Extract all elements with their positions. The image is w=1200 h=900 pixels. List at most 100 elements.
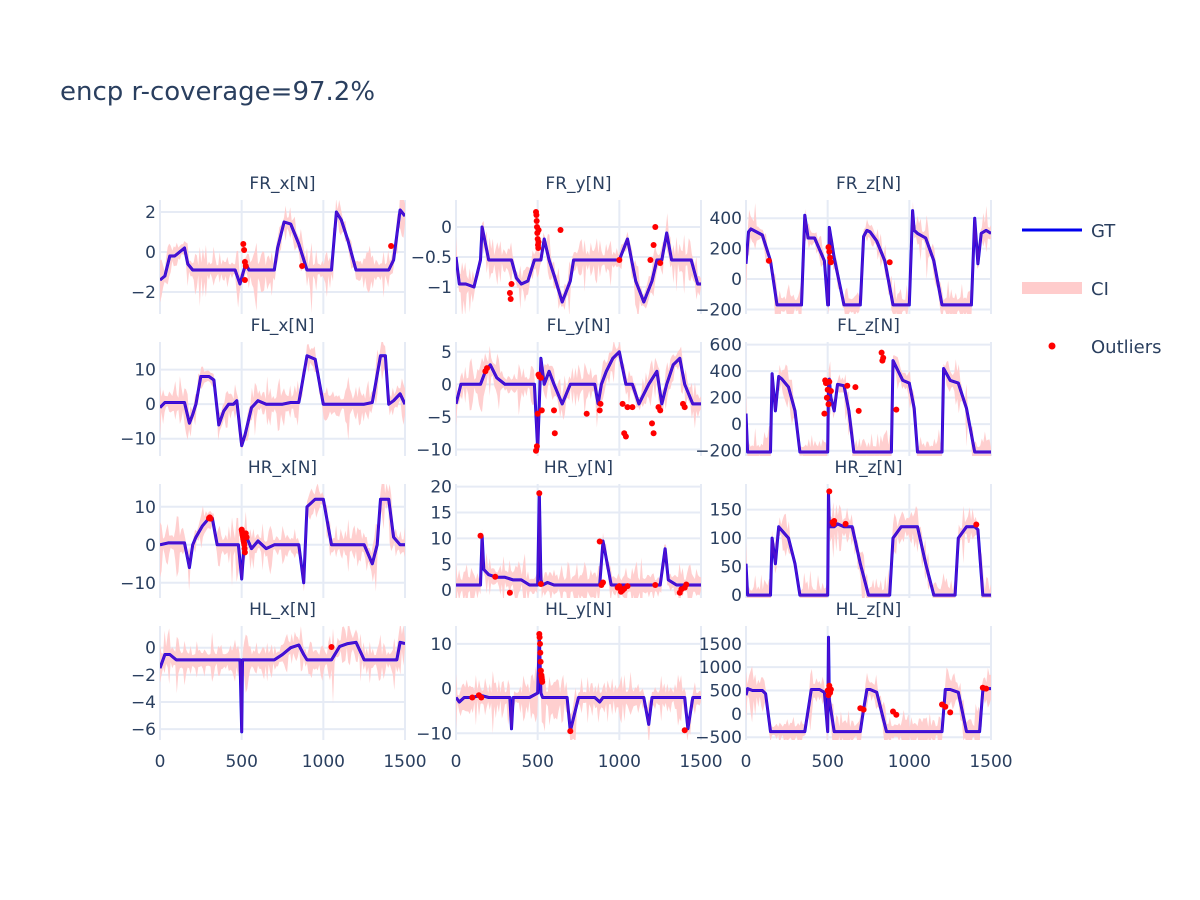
outlier-point bbox=[765, 257, 772, 264]
outlier-point bbox=[507, 296, 514, 302]
outlier-point bbox=[893, 711, 900, 718]
prediction-line bbox=[746, 636, 991, 733]
y-tick-label: 150 bbox=[710, 501, 742, 521]
subplot-fr-z-n: FR_z[N] 400 200 0 −200 bbox=[695, 174, 992, 320]
y-tick-label: 0 bbox=[145, 536, 156, 556]
y-tick-label: −5 bbox=[427, 408, 452, 428]
outlier-point bbox=[506, 589, 513, 596]
plot-area bbox=[746, 349, 991, 456]
outlier-point bbox=[583, 410, 590, 417]
y-tick-label: 10 bbox=[134, 361, 156, 381]
outlier-point bbox=[557, 227, 564, 233]
outlier-point bbox=[826, 248, 833, 255]
outlier-point bbox=[537, 649, 544, 656]
plot-area bbox=[746, 488, 991, 598]
outlier-point bbox=[484, 365, 490, 372]
y-tick-label: 10 bbox=[134, 498, 156, 518]
y-tick-label: −10 bbox=[120, 574, 156, 594]
prediction-line bbox=[456, 350, 701, 451]
outlier-point bbox=[506, 290, 513, 296]
prediction-line bbox=[160, 208, 405, 286]
legend-item-gt[interactable]: GT bbox=[1022, 221, 1116, 242]
outlier-point bbox=[831, 518, 838, 524]
outlier-point bbox=[328, 644, 335, 650]
plot-area bbox=[746, 635, 991, 740]
plot-area bbox=[456, 342, 701, 454]
y-tick-label: −0.5 bbox=[411, 248, 452, 268]
y-tick-label: 5 bbox=[441, 555, 452, 575]
y-tick-label: 50 bbox=[720, 558, 742, 578]
outlier-point bbox=[826, 378, 833, 385]
prediction-line bbox=[160, 641, 405, 734]
outlier-point bbox=[596, 538, 603, 545]
outlier-point bbox=[827, 254, 834, 261]
subplot-title: HL_y[N] bbox=[545, 600, 612, 620]
outlier-point bbox=[240, 241, 247, 247]
outlier-point bbox=[551, 407, 557, 414]
subplot-title: FL_y[N] bbox=[547, 316, 611, 336]
subplot-title: HL_x[N] bbox=[249, 600, 316, 620]
prediction-line bbox=[160, 354, 405, 447]
outlier-point bbox=[657, 260, 664, 266]
outlier-point bbox=[852, 384, 859, 391]
y-tick-label: 0 bbox=[145, 639, 156, 659]
y-tick-label: 15 bbox=[430, 504, 452, 524]
plot-area bbox=[456, 490, 701, 598]
legend-item-ci[interactable]: CI bbox=[1022, 279, 1109, 300]
figure-title: encp r-coverage=97.2% bbox=[60, 77, 375, 107]
ci-band bbox=[160, 626, 405, 718]
legend-marker-swatch bbox=[1048, 342, 1056, 350]
outlier-point bbox=[821, 410, 828, 417]
outlier-point bbox=[241, 247, 248, 253]
subplot-fl-x-n: FL_x[N] 10 0 −10 bbox=[120, 316, 406, 456]
outlier-point bbox=[826, 488, 833, 495]
y-tick-label: −1 bbox=[427, 278, 452, 298]
prediction-line bbox=[456, 633, 701, 733]
y-tick-label: −2 bbox=[131, 666, 156, 686]
y-tick-label: 0 bbox=[441, 680, 452, 700]
subplot-fl-y-n: FL_y[N] 5 0 −5 −10 bbox=[416, 316, 702, 460]
y-tick-label: −10 bbox=[416, 440, 452, 460]
outlier-point bbox=[477, 532, 484, 539]
outlier-point bbox=[878, 349, 885, 356]
x-tick-label: 500 bbox=[225, 752, 257, 772]
outlier-point bbox=[827, 686, 834, 693]
outlier-point bbox=[537, 640, 543, 647]
x-tick-label: 500 bbox=[811, 752, 843, 772]
y-tick-label: −10 bbox=[416, 724, 452, 744]
x-tick-label: 1000 bbox=[888, 752, 931, 772]
x-tick-label: 500 bbox=[521, 752, 553, 772]
outlier-point bbox=[681, 404, 688, 411]
plot-area bbox=[456, 631, 701, 740]
legend-item-outliers[interactable]: Outliers bbox=[1048, 337, 1162, 358]
x-tick-label: 0 bbox=[451, 752, 462, 772]
subplot-hr-x-n: HR_x[N] 10 0 −10 bbox=[120, 458, 406, 598]
plot-area bbox=[160, 484, 405, 592]
y-tick-label: −200 bbox=[695, 442, 742, 462]
y-tick-label: −500 bbox=[695, 728, 742, 748]
subplots-grid: FR_x[N]20−2FR_y[N]0−0.5−1FR_z[N]4002000−… bbox=[120, 174, 1013, 772]
outlier-point bbox=[657, 407, 664, 414]
outlier-point bbox=[973, 521, 980, 528]
y-tick-label: 1500 bbox=[699, 635, 742, 655]
outlier-point bbox=[616, 257, 623, 263]
subplot-title: FR_z[N] bbox=[836, 174, 901, 194]
subplot-title: HR_y[N] bbox=[544, 458, 613, 478]
outlier-point bbox=[650, 430, 657, 437]
outlier-point bbox=[649, 420, 655, 427]
y-tick-label: 0 bbox=[731, 270, 742, 290]
outlier-point bbox=[241, 549, 248, 556]
ci-band bbox=[160, 484, 405, 592]
outlier-point bbox=[534, 410, 541, 417]
outlier-point bbox=[825, 244, 832, 251]
prediction-line bbox=[746, 491, 991, 597]
subplot-hl-z-n: HL_z[N] 1500 1000 500 0 −500 0 500 1000 1500 bbox=[695, 600, 1012, 772]
outlier-point bbox=[551, 430, 558, 437]
outlier-point bbox=[539, 678, 546, 685]
outlier-point bbox=[622, 433, 629, 440]
legend-label: CI bbox=[1091, 279, 1109, 300]
outlier-point bbox=[983, 685, 990, 692]
outlier-point bbox=[652, 224, 659, 230]
outlier-point bbox=[652, 582, 659, 588]
